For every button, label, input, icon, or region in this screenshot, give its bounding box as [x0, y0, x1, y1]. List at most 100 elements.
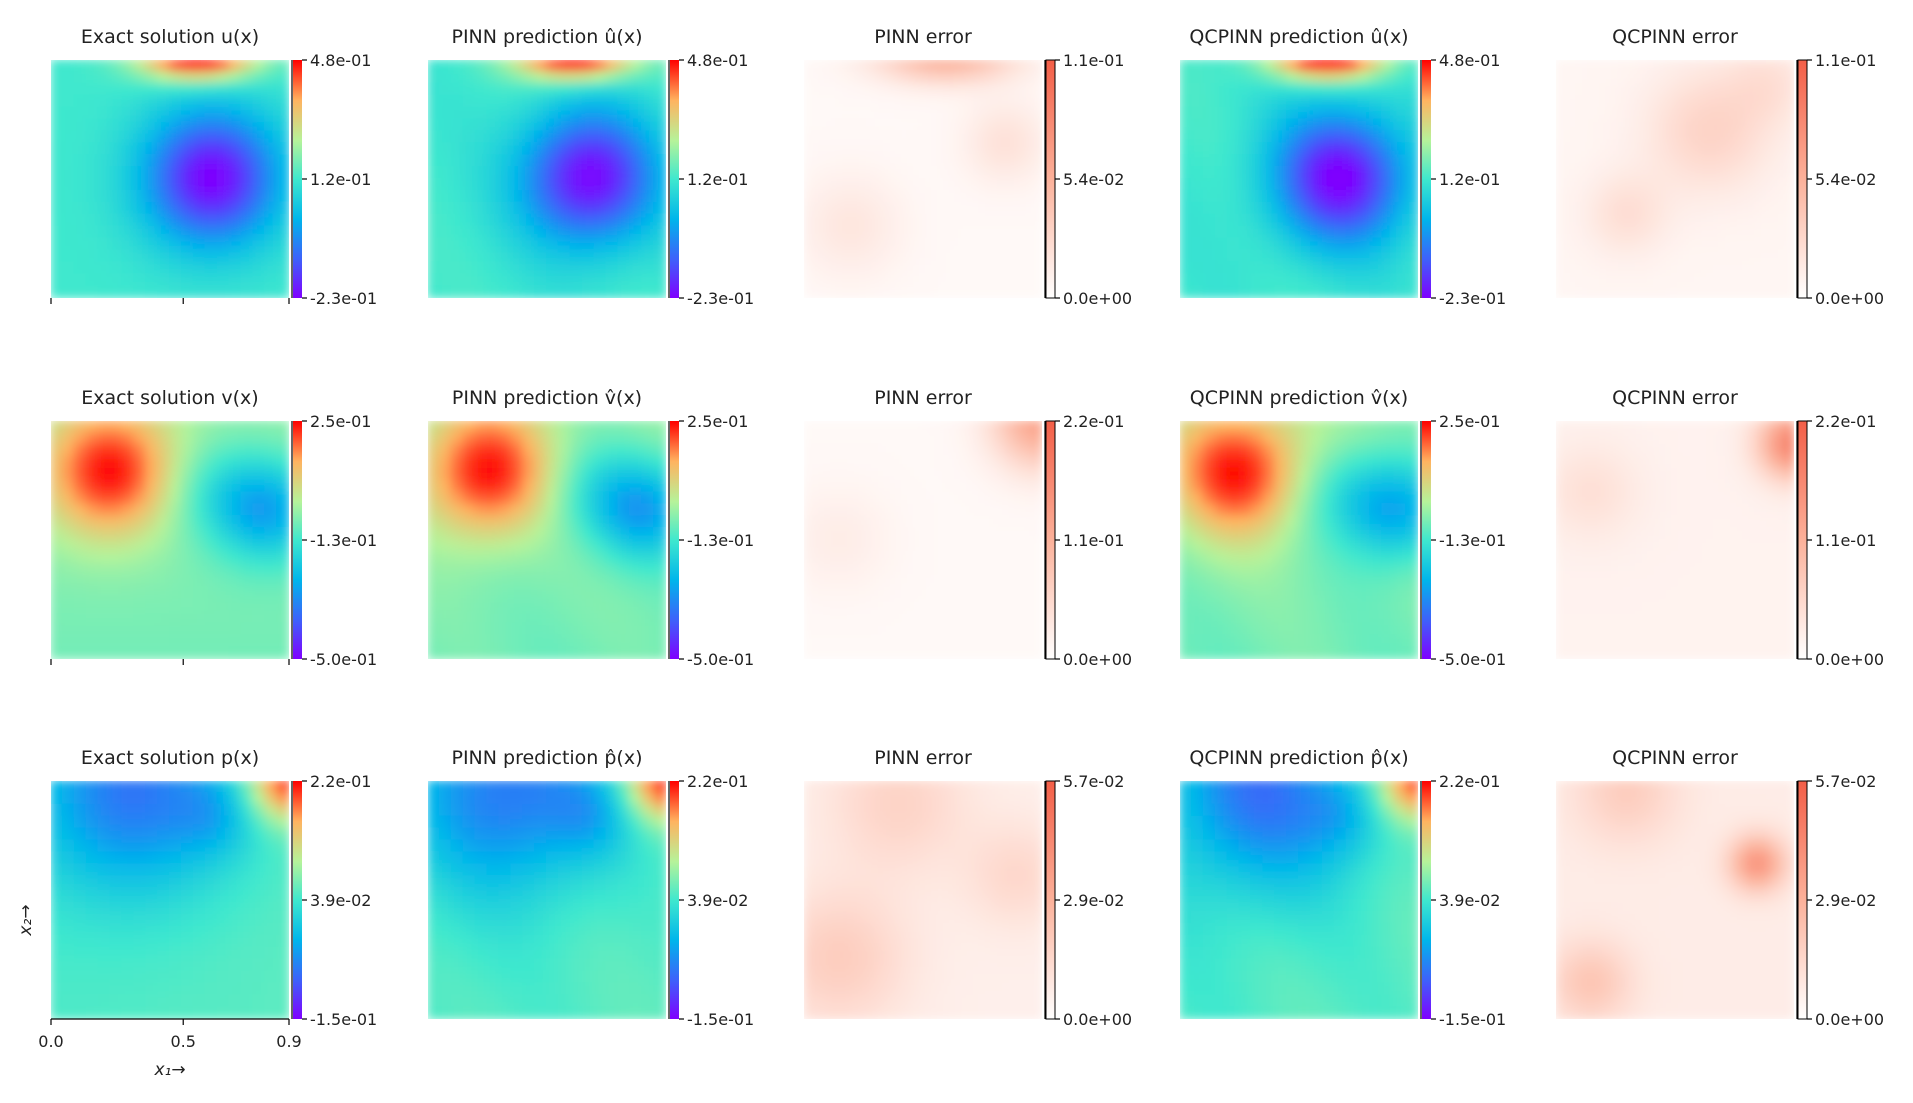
- panel-title: Exact solution u(x): [81, 26, 259, 48]
- colorbar-tick-label: 4.8e-01: [687, 51, 748, 70]
- panel-title: PINN prediction û(x): [451, 26, 642, 48]
- colorbar-tick-label: 3.9e-02: [310, 891, 371, 910]
- field-image: [804, 60, 1042, 298]
- colorbar-tick-label: 2.2e-01: [687, 772, 748, 791]
- colorbar-tick-label: 0.0e+00: [1063, 289, 1132, 308]
- colorbar-tick-label: -5.0e-01: [687, 650, 754, 669]
- colorbar-tick-label: 1.2e-01: [1439, 170, 1500, 189]
- colorbar-tick-label: 0.0e+00: [1815, 1010, 1884, 1029]
- field-image: [804, 781, 1042, 1019]
- panel-title: QCPINN prediction û(x): [1189, 26, 1408, 48]
- colorbar-gradient: [1797, 59, 1808, 299]
- p-pinn-panel: PINN prediction p̂(x) 2.2e-01 3.9e-02 -1.5e…: [428, 747, 754, 1029]
- colorbar-gradient: [1797, 780, 1808, 1020]
- panel-title: QCPINN error: [1612, 387, 1738, 409]
- field-image: [1556, 60, 1794, 298]
- colorbar-tick-label: 0.0e+00: [1815, 289, 1884, 308]
- colorbar: 2.2e-01 1.1e-01 0.0e+00: [1796, 412, 1884, 669]
- panel-title: PINN error: [874, 387, 972, 409]
- colorbar-gradient: [670, 781, 679, 1019]
- colorbar-tick-label: -1.5e-01: [687, 1010, 754, 1029]
- colorbar-tick-label: -1.3e-01: [687, 531, 754, 550]
- colorbar-gradient: [293, 60, 302, 298]
- field-image: [804, 421, 1042, 659]
- colorbar-tick-label: 1.1e-01: [1815, 531, 1876, 550]
- colorbar-tick-label: 5.7e-02: [1815, 772, 1876, 791]
- colorbar-tick-label: 2.2e-01: [1063, 412, 1124, 431]
- panel-title: PINN prediction v̂(x): [452, 387, 642, 409]
- field-image: [51, 60, 289, 298]
- colorbar-tick-label: 2.9e-02: [1815, 891, 1876, 910]
- colorbar: 4.8e-01 1.2e-01 -2.3e-01: [668, 51, 754, 308]
- colorbar-tick-label: 0.0e+00: [1063, 1010, 1132, 1029]
- u-exact-panel: Exact solution u(x) 4.8e-01 1.2e-01 -2.3e-0…: [50, 26, 377, 308]
- colorbar: 1.1e-01 5.4e-02 0.0e+00: [1044, 51, 1132, 308]
- colorbar: 4.8e-01 1.2e-01 -2.3e-01: [1420, 51, 1506, 308]
- colorbar-tick-label: 2.5e-01: [310, 412, 371, 431]
- x-axis: [50, 298, 290, 304]
- field-image: [428, 781, 666, 1019]
- u-qcpinn-err-panel: QCPINN error 1.1e-01 5.4e-02 0.0e+00: [1556, 26, 1884, 308]
- colorbar-tick-label: 1.2e-01: [310, 170, 371, 189]
- x-tick-label: 0.9: [276, 1032, 301, 1051]
- u-pinn-err-panel: PINN error 1.1e-01 5.4e-02 0.0e+00: [804, 26, 1132, 308]
- field-image: [51, 781, 289, 1019]
- u-pinn-panel: PINN prediction û(x) 4.8e-01 1.2e-01 -2.3e-…: [428, 26, 754, 308]
- colorbar-tick-label: -1.3e-01: [1439, 531, 1506, 550]
- colorbar-tick-label: 2.5e-01: [687, 412, 748, 431]
- colorbar-gradient: [1422, 421, 1431, 659]
- v-qcpinn-err-panel: QCPINN error 2.2e-01 1.1e-01 0.0e+00: [1556, 387, 1884, 669]
- field-image: [1180, 421, 1418, 659]
- colorbar: 2.2e-01 3.9e-02 -1.5e-01: [291, 772, 377, 1029]
- v-exact-panel: Exact solution v(x) 2.5e-01 -1.3e-01 -5.0e-…: [50, 387, 377, 669]
- field-image: [51, 421, 289, 659]
- x-axis: 0.0 0.5 0.9 x₁→ x₂→: [16, 904, 302, 1080]
- colorbar: 2.5e-01 -1.3e-01 -5.0e-01: [291, 412, 377, 669]
- v-pinn-panel: PINN prediction v̂(x) 2.5e-01 -1.3e-01 -5.0…: [428, 387, 754, 669]
- colorbar-tick-label: 2.9e-02: [1063, 891, 1124, 910]
- colorbar: 2.5e-01 -1.3e-01 -5.0e-01: [668, 412, 754, 669]
- colorbar-tick-label: -1.5e-01: [310, 1010, 377, 1029]
- x-axis-label: x₁→: [153, 1060, 185, 1080]
- panel-title: QCPINN error: [1612, 26, 1738, 48]
- colorbar: 1.1e-01 5.4e-02 0.0e+00: [1796, 51, 1884, 308]
- v-qcpinn-panel: QCPINN prediction v̂(x) 2.5e-01 -1.3e-01 -5…: [1180, 387, 1506, 669]
- colorbar-gradient: [1422, 781, 1431, 1019]
- field-image: [428, 60, 666, 298]
- x-tick-label: 0.5: [170, 1032, 195, 1051]
- colorbar: 4.8e-01 1.2e-01 -2.3e-01: [291, 51, 377, 308]
- colorbar-tick-label: 0.0e+00: [1063, 650, 1132, 669]
- colorbar-tick-label: 1.2e-01: [687, 170, 748, 189]
- colorbar-tick-label: -1.3e-01: [310, 531, 377, 550]
- field-image: [1180, 781, 1418, 1019]
- colorbar-tick-label: 5.4e-02: [1063, 170, 1124, 189]
- panel-title: Exact solution p(x): [81, 747, 259, 769]
- colorbar: 2.5e-01 -1.3e-01 -5.0e-01: [1420, 412, 1506, 669]
- colorbar-tick-label: 2.2e-01: [310, 772, 371, 791]
- field-image: [428, 421, 666, 659]
- colorbar-gradient: [670, 60, 679, 298]
- colorbar: 2.2e-01 3.9e-02 -1.5e-01: [668, 772, 754, 1029]
- colorbar-gradient: [1797, 420, 1808, 660]
- colorbar-gradient: [1422, 60, 1431, 298]
- colorbar-gradient: [670, 421, 679, 659]
- colorbar-tick-label: -1.5e-01: [1439, 1010, 1506, 1029]
- panel-title: Exact solution v(x): [81, 387, 258, 409]
- colorbar-tick-label: 5.7e-02: [1063, 772, 1124, 791]
- colorbar-gradient: [1045, 59, 1056, 299]
- colorbar-tick-label: -2.3e-01: [687, 289, 754, 308]
- colorbar-tick-label: 1.1e-01: [1063, 51, 1124, 70]
- colorbar-tick-label: 2.2e-01: [1439, 772, 1500, 791]
- colorbar: 2.2e-01 1.1e-01 0.0e+00: [1044, 412, 1132, 669]
- field-image: [1180, 60, 1418, 298]
- colorbar-tick-label: -2.3e-01: [1439, 289, 1506, 308]
- colorbar-tick-label: 3.9e-02: [1439, 891, 1500, 910]
- colorbar-tick-label: -2.3e-01: [310, 289, 377, 308]
- colorbar-tick-label: 2.2e-01: [1815, 412, 1876, 431]
- colorbar-tick-label: 2.5e-01: [1439, 412, 1500, 431]
- x-axis: [50, 659, 290, 665]
- colorbar-tick-label: 0.0e+00: [1815, 650, 1884, 669]
- colorbar-tick-label: 3.9e-02: [687, 891, 748, 910]
- colorbar-gradient: [1045, 780, 1056, 1020]
